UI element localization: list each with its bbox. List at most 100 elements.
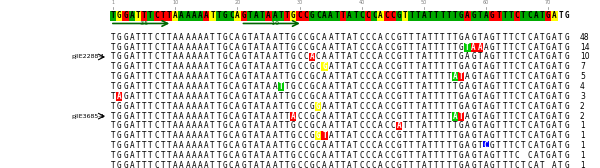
Text: A: A — [179, 92, 184, 101]
FancyBboxPatch shape — [458, 11, 464, 20]
Text: 60: 60 — [483, 0, 489, 5]
Text: T: T — [452, 62, 457, 71]
Text: G: G — [546, 11, 551, 20]
Text: G: G — [565, 151, 569, 160]
Text: A: A — [179, 82, 184, 91]
Text: A: A — [347, 151, 352, 160]
Text: T: T — [440, 43, 445, 52]
Text: T: T — [540, 62, 544, 71]
Text: T: T — [540, 92, 544, 101]
Text: C: C — [359, 92, 364, 101]
Text: T: T — [167, 72, 172, 81]
Text: C: C — [372, 141, 377, 150]
Text: T: T — [452, 43, 457, 52]
Text: T: T — [210, 52, 215, 61]
Text: A: A — [272, 82, 277, 91]
Text: G: G — [117, 52, 122, 61]
Text: A: A — [185, 121, 190, 131]
Text: A: A — [254, 62, 259, 71]
Text: C: C — [304, 52, 308, 61]
Text: T: T — [111, 161, 115, 168]
Text: T: T — [136, 151, 140, 160]
Text: T: T — [285, 82, 289, 91]
Text: A: A — [465, 102, 470, 111]
Text: C: C — [359, 151, 364, 160]
Text: T: T — [210, 62, 215, 71]
Text: T: T — [142, 102, 146, 111]
Text: G: G — [490, 72, 494, 81]
Text: A: A — [266, 33, 271, 42]
FancyBboxPatch shape — [290, 112, 296, 121]
Text: C: C — [372, 62, 377, 71]
Text: T: T — [217, 33, 221, 42]
Text: T: T — [111, 62, 115, 71]
Text: C: C — [229, 121, 233, 131]
Text: T: T — [210, 82, 215, 91]
Text: C: C — [385, 161, 389, 168]
Text: A: A — [235, 43, 240, 52]
FancyBboxPatch shape — [365, 11, 371, 20]
Text: A: A — [130, 151, 134, 160]
Text: C: C — [365, 112, 370, 121]
Text: T: T — [341, 131, 346, 140]
Text: A: A — [552, 161, 557, 168]
Text: T: T — [142, 121, 146, 131]
Text: G: G — [472, 161, 476, 168]
Text: C: C — [391, 151, 395, 160]
Text: C: C — [372, 102, 377, 111]
Text: G: G — [117, 102, 122, 111]
Text: A: A — [185, 92, 190, 101]
Text: A: A — [235, 11, 240, 20]
Text: A: A — [484, 102, 488, 111]
Text: T: T — [415, 11, 420, 20]
Text: A: A — [191, 161, 196, 168]
Text: A: A — [552, 33, 557, 42]
Text: T: T — [496, 161, 501, 168]
Text: A: A — [347, 102, 352, 111]
Text: 40: 40 — [359, 0, 365, 5]
Text: T: T — [521, 33, 526, 42]
Text: A: A — [179, 11, 184, 20]
Text: G: G — [310, 121, 314, 131]
Text: C: C — [365, 43, 370, 52]
Text: T: T — [341, 102, 346, 111]
Text: A: A — [185, 72, 190, 81]
Text: T: T — [403, 112, 407, 121]
Text: T: T — [217, 43, 221, 52]
Text: C: C — [385, 72, 389, 81]
Text: A: A — [552, 82, 557, 91]
Text: G: G — [459, 92, 464, 101]
Text: A: A — [130, 33, 134, 42]
Text: A: A — [378, 141, 383, 150]
Text: T: T — [440, 151, 445, 160]
Text: T: T — [341, 52, 346, 61]
Text: A: A — [130, 82, 134, 91]
Text: C: C — [316, 11, 320, 20]
Text: G: G — [223, 11, 227, 20]
Text: C: C — [391, 161, 395, 168]
Text: A: A — [533, 141, 538, 150]
Text: T: T — [142, 112, 146, 121]
Text: T: T — [559, 131, 563, 140]
Text: G: G — [565, 82, 569, 91]
Text: C: C — [372, 131, 377, 140]
Text: C: C — [154, 52, 159, 61]
Text: A: A — [378, 82, 383, 91]
Text: G: G — [546, 102, 551, 111]
Text: A: A — [272, 43, 277, 52]
Text: A: A — [347, 121, 352, 131]
Text: A: A — [378, 161, 383, 168]
Text: A: A — [533, 151, 538, 160]
Text: T: T — [353, 141, 358, 150]
Text: G: G — [223, 72, 227, 81]
Text: G: G — [291, 72, 296, 81]
Text: G: G — [397, 141, 401, 150]
Text: G: G — [472, 112, 476, 121]
Text: T: T — [335, 62, 339, 71]
FancyBboxPatch shape — [209, 11, 215, 20]
Text: T: T — [440, 72, 445, 81]
Text: G: G — [490, 102, 494, 111]
Text: A: A — [484, 131, 488, 140]
Text: A: A — [533, 161, 538, 168]
Text: T: T — [440, 62, 445, 71]
